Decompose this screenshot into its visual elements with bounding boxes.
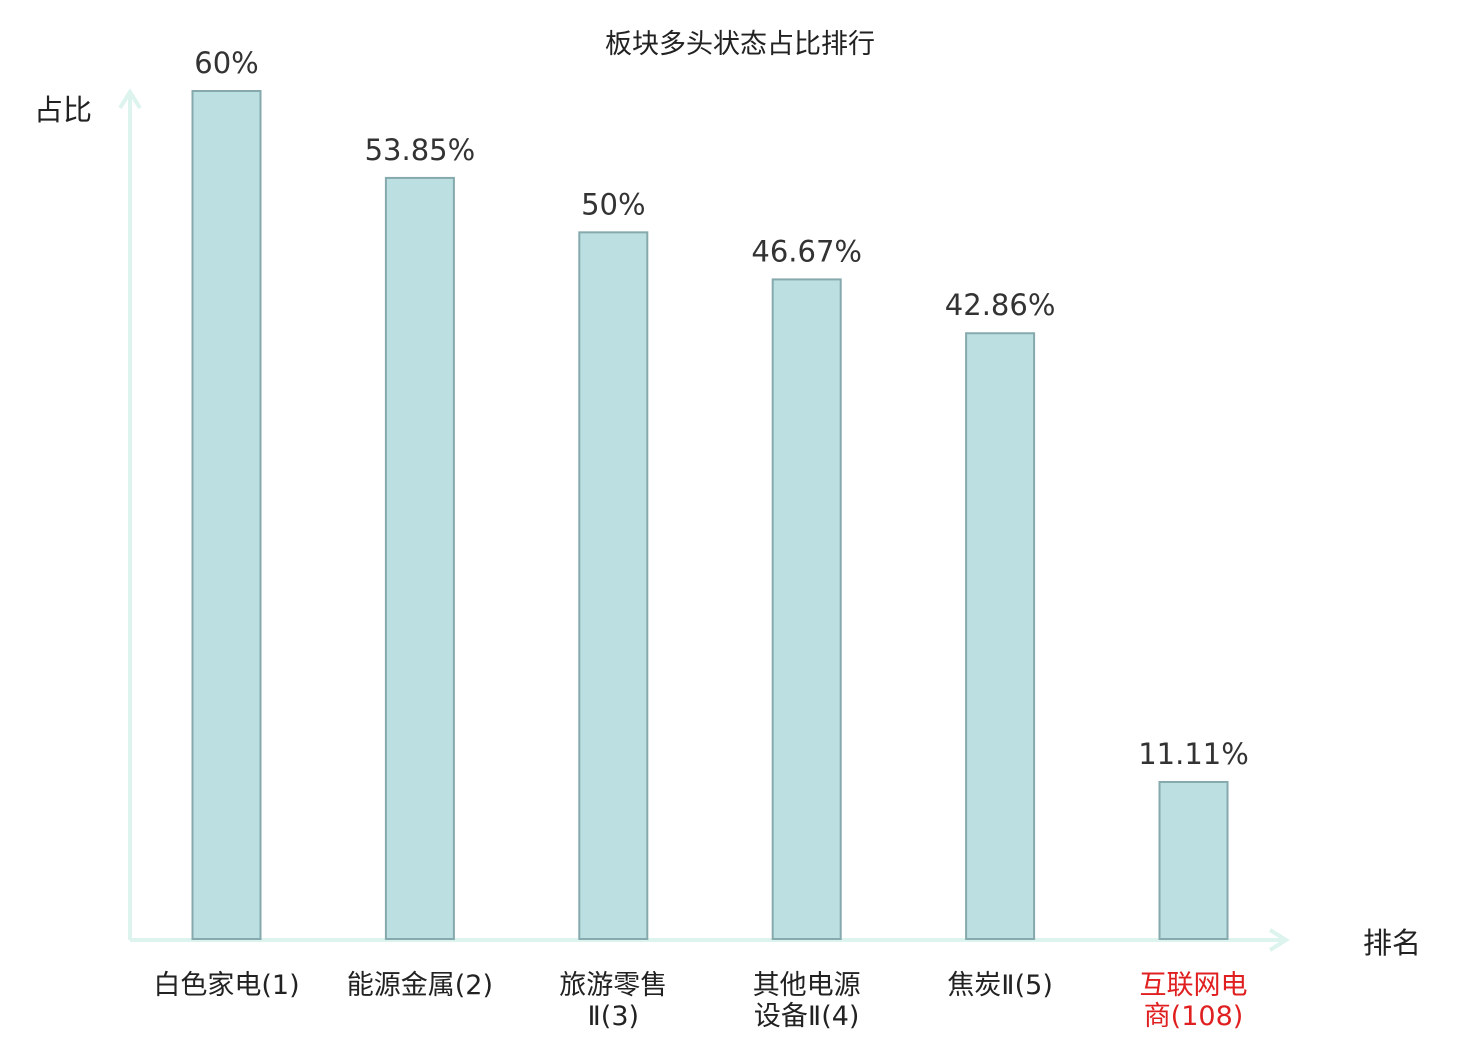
category-tick-label: 设备Ⅱ(4) <box>754 1001 860 1032</box>
category-tick-label: 焦炭Ⅱ(5) <box>947 970 1053 1001</box>
bar <box>965 332 1036 940</box>
bar <box>191 90 262 940</box>
bar-value-label: 60% <box>194 46 258 80</box>
category-tick-label: 商(108) <box>1144 1001 1244 1032</box>
y-axis-label: 占比 <box>34 93 92 127</box>
value-labels-group: 60% 53.85% 50% 46.67% 42.86% 11.11% <box>194 46 1249 771</box>
chart-title: 板块多头状态占比排行 <box>605 29 875 60</box>
x-axis-label: 排名 <box>1363 926 1421 960</box>
bar <box>578 231 649 941</box>
bar <box>384 176 455 941</box>
bar-value-label: 53.85% <box>365 133 476 167</box>
bar-value-label: 42.86% <box>945 288 1056 322</box>
bar <box>1158 780 1229 940</box>
category-tick-label: 白色家电(1) <box>153 970 299 1001</box>
y-axis-arrow <box>118 88 142 110</box>
bar-value-label: 46.67% <box>751 234 862 268</box>
category-tick-label: 旅游零售 <box>559 970 667 1001</box>
bar-value-label: 50% <box>581 187 645 221</box>
bar-value-label: 11.11% <box>1138 737 1249 771</box>
bar <box>771 278 842 940</box>
bars-group <box>191 90 1229 941</box>
category-tick-label: Ⅱ(3) <box>588 1001 640 1032</box>
category-tick-label: 互联网电 <box>1140 970 1248 1001</box>
category-tick-label: 其他电源 <box>753 970 861 1001</box>
x-axis-arrow <box>1268 928 1290 952</box>
category-tick-label: 能源金属(2) <box>347 970 493 1001</box>
